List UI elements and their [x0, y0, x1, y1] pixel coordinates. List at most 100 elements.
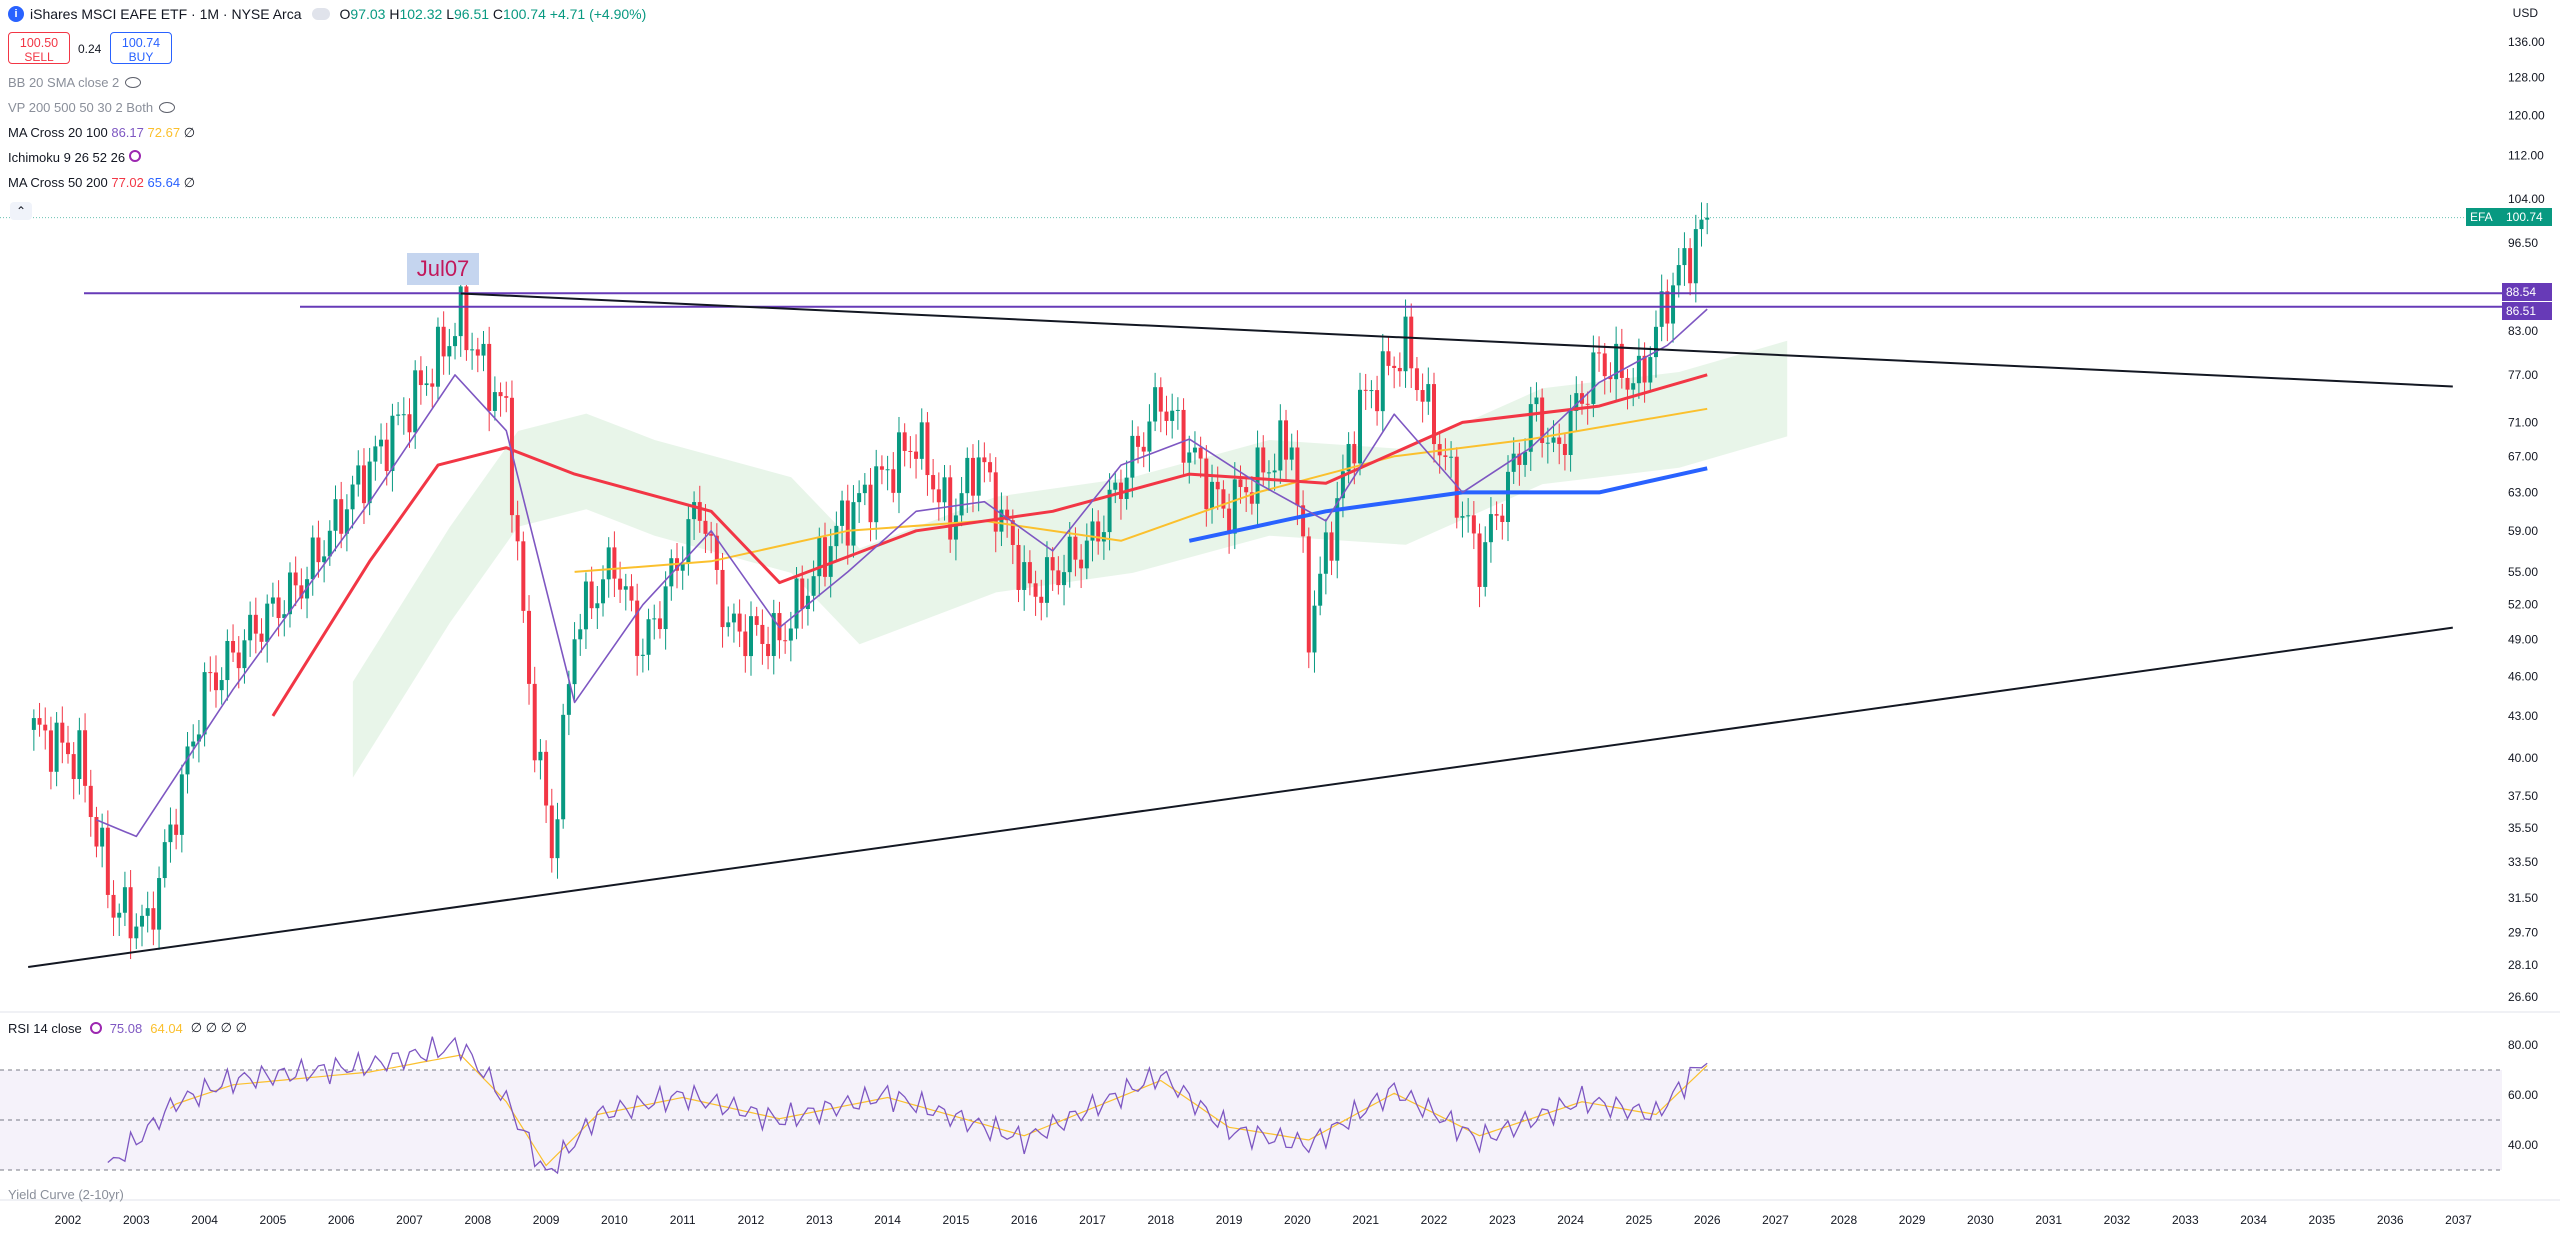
candle-body — [111, 894, 116, 918]
candle-body — [538, 751, 543, 761]
candle-body — [481, 343, 486, 356]
candle-body — [857, 493, 862, 503]
candle-body — [703, 520, 708, 534]
candle-body — [31, 718, 36, 730]
sell-button[interactable]: 100.50 SELL — [8, 32, 70, 64]
indicator-ma-cross-50-200[interactable]: MA Cross 50 200 77.02 65.64 ∅ — [8, 175, 196, 190]
indicator-ma-cross-20-100[interactable]: MA Cross 20 100 86.17 72.67 ∅ — [8, 125, 196, 140]
candle-body — [1688, 248, 1693, 284]
candle-body — [993, 472, 998, 532]
price-tick: 120.00 — [2508, 108, 2545, 122]
candle-body — [441, 326, 446, 357]
price-tick: 67.00 — [2508, 449, 2538, 463]
candle-body — [66, 742, 70, 755]
info-icon[interactable]: i — [8, 6, 24, 22]
candle-body — [1050, 557, 1055, 571]
candle-body — [71, 754, 76, 780]
rsi-line — [107, 1036, 1708, 1175]
candle-body — [657, 618, 662, 630]
candle-body — [1659, 291, 1664, 327]
trendline — [28, 626, 2453, 968]
candle-body — [760, 624, 765, 644]
candle-body — [1380, 351, 1385, 412]
candle-body — [1642, 355, 1647, 383]
candle-body — [48, 730, 53, 772]
candle-body — [1551, 437, 1556, 443]
candle-body — [327, 530, 332, 557]
candle-body — [788, 628, 793, 641]
candle-body — [179, 774, 184, 835]
candle-body — [982, 457, 987, 463]
price-tick: 26.60 — [2508, 990, 2538, 1004]
candle-body — [117, 912, 122, 918]
time-tick: 2030 — [1967, 1213, 1994, 1227]
candle-body — [709, 533, 714, 536]
candle-body — [1306, 536, 1311, 653]
candle-body — [253, 614, 258, 634]
jul07-annotation[interactable]: Jul07 — [407, 253, 479, 285]
candle-body — [1409, 316, 1414, 369]
indicator-bb[interactable]: BB 20 SMA close 2 — [8, 74, 142, 92]
chart-header: i iShares MSCI EAFE ETF · 1M · NYSE Arca… — [8, 6, 646, 22]
candle-body — [646, 619, 651, 655]
candle-body — [1295, 447, 1300, 506]
price-tick: 63.00 — [2508, 485, 2538, 499]
candle-body — [1175, 409, 1180, 411]
candle-body — [100, 827, 105, 847]
candle-body — [851, 502, 856, 546]
candle-body — [692, 502, 697, 520]
toggle-pill-icon[interactable] — [311, 8, 330, 20]
candle-body — [566, 684, 571, 715]
candle-body — [811, 576, 816, 596]
time-tick: 2035 — [2309, 1213, 2336, 1227]
candle-body — [1044, 557, 1049, 603]
currency-label[interactable]: USD — [2512, 6, 2538, 20]
candle-body — [487, 343, 492, 411]
hidden-eye-icon[interactable] — [125, 77, 142, 89]
candle-body — [1170, 410, 1175, 421]
candle-body — [1084, 540, 1089, 569]
time-tick: 2009 — [533, 1213, 560, 1227]
yield-curve-legend[interactable]: Yield Curve (2-10yr) — [8, 1187, 124, 1202]
candle-body — [447, 346, 452, 357]
symbol-title[interactable]: iShares MSCI EAFE ETF · 1M · NYSE Arca — [30, 6, 302, 22]
candle-body — [549, 805, 554, 859]
time-tick: 2017 — [1079, 1213, 1106, 1227]
candle-body — [1523, 451, 1528, 465]
candle-body — [988, 462, 993, 473]
time-tick: 2029 — [1899, 1213, 1926, 1227]
buy-button[interactable]: 100.74 BUY — [110, 32, 172, 64]
candle-body — [1705, 217, 1710, 220]
rsi-legend[interactable]: RSI 14 close 75.08 64.04 ∅ ∅ ∅ ∅ — [8, 1020, 247, 1036]
candle-body — [527, 610, 532, 684]
time-tick: 2037 — [2445, 1213, 2472, 1227]
candle-body — [270, 597, 275, 604]
candle-body — [105, 827, 110, 895]
candle-body — [1090, 521, 1095, 541]
candle-body — [213, 672, 218, 691]
indicator-vp[interactable]: VP 200 500 50 30 2 Both — [8, 99, 176, 117]
time-tick: 2021 — [1352, 1213, 1379, 1227]
candle-body — [868, 484, 873, 523]
price-tick: 33.50 — [2508, 855, 2538, 869]
candle-body — [669, 558, 674, 587]
indicator-ichimoku[interactable]: Ichimoku 9 26 52 26 — [8, 149, 141, 167]
candle-body — [862, 484, 867, 494]
candle-body — [88, 785, 93, 818]
candle-body — [1215, 481, 1220, 490]
price-tick: 96.50 — [2508, 236, 2538, 250]
candle-body — [1067, 536, 1072, 573]
price-tick: 128.00 — [2508, 70, 2545, 84]
price-tick: 40.00 — [2508, 751, 2538, 765]
candle-body — [1204, 458, 1209, 510]
candle-body — [1141, 446, 1146, 452]
hidden-eye-icon[interactable] — [159, 102, 176, 114]
candle-body — [908, 450, 913, 452]
candle-body — [1505, 471, 1510, 522]
collapse-legend-chevron-up-icon[interactable]: ⌃ — [10, 202, 32, 220]
time-tick: 2032 — [2104, 1213, 2131, 1227]
candle-body — [805, 595, 810, 610]
time-tick: 2025 — [1626, 1213, 1653, 1227]
candle-body — [413, 370, 418, 433]
